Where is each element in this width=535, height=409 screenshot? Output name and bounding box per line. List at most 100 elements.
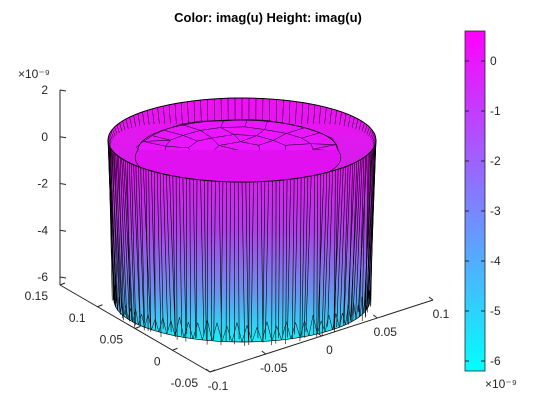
y-tick-label: 0.05 <box>100 333 124 347</box>
z-tick-label: -4 <box>37 223 48 237</box>
mesh-edge <box>324 314 333 332</box>
mesh-edge <box>123 159 133 321</box>
mesh-edge <box>116 124 120 133</box>
mesh-edge <box>258 140 274 146</box>
mesh-edge <box>333 168 342 329</box>
mesh-edge <box>332 313 340 330</box>
mesh-edge <box>206 180 209 345</box>
mesh-edge <box>182 135 198 142</box>
mesh-edge <box>264 120 268 130</box>
mesh-edge <box>256 129 265 136</box>
mesh-edge <box>288 100 291 125</box>
mesh-edge <box>172 175 176 337</box>
mesh-edge <box>200 179 205 336</box>
mesh-edge <box>223 119 248 122</box>
mesh-edge <box>244 126 265 130</box>
mesh-edge <box>282 179 284 337</box>
y-tick-label: 0 <box>154 354 161 368</box>
mesh-edge <box>202 319 213 341</box>
mesh-edge <box>166 174 172 333</box>
mesh-edge <box>117 297 121 314</box>
mesh-edge <box>220 181 224 346</box>
mesh-edge <box>351 117 355 128</box>
z-tick-mark <box>59 89 67 92</box>
mesh-edge <box>237 181 240 340</box>
mesh-edge <box>321 172 328 337</box>
mesh-edge <box>128 162 135 328</box>
mesh-edge <box>261 321 273 342</box>
mesh-edge <box>256 135 274 141</box>
mesh-edge <box>247 119 268 121</box>
x-tick-mark <box>261 350 267 355</box>
mesh-edge <box>108 144 113 301</box>
mesh-edge <box>138 313 145 328</box>
mesh-edge <box>146 110 150 125</box>
mesh-edge <box>248 181 250 345</box>
mesh-edge <box>180 123 201 131</box>
mesh-edge <box>318 105 322 124</box>
colorbar-tick-label: -6 <box>490 354 501 368</box>
mesh-edge <box>350 160 359 321</box>
mesh-edge <box>307 103 310 124</box>
mesh-edge <box>118 156 124 321</box>
mesh-edge <box>370 131 374 138</box>
mesh-edge <box>350 302 357 322</box>
mesh-edge <box>334 110 338 125</box>
mesh-edge <box>339 166 347 327</box>
mesh-edge <box>168 104 171 124</box>
mesh-edge <box>180 102 183 124</box>
mesh-edge <box>119 122 123 132</box>
mesh-edge <box>371 133 375 140</box>
mesh-edge <box>355 305 361 320</box>
mesh-edge <box>372 135 376 142</box>
mesh-edge <box>114 285 116 307</box>
mesh-edge <box>189 178 191 339</box>
mesh-edge <box>262 181 266 340</box>
mesh-edge <box>114 152 121 315</box>
mesh-edge <box>153 171 156 330</box>
mesh-edge <box>363 149 373 311</box>
mesh-edge <box>301 177 305 338</box>
mesh-edge <box>319 132 333 139</box>
x-tick-label: 0.1 <box>433 307 450 321</box>
mesh-edge <box>291 178 295 340</box>
mesh-edge <box>122 120 126 131</box>
x-tick-label: -0.05 <box>260 361 288 375</box>
mesh-edge <box>163 129 183 136</box>
mesh-edge <box>119 157 128 318</box>
mesh-edge <box>256 181 259 339</box>
mesh-edge <box>192 321 203 341</box>
rim-edge <box>107 97 377 183</box>
x-tick-label: -0.1 <box>208 379 229 393</box>
mesh-edge <box>169 175 176 334</box>
z-tick-mark <box>59 276 67 279</box>
mesh-edge <box>135 165 141 326</box>
y-tick-label: 0.1 <box>69 311 86 325</box>
mesh-edge <box>303 176 309 338</box>
mesh-edge <box>251 326 263 342</box>
mesh-edge <box>361 122 365 132</box>
z-tick-mark <box>59 136 67 139</box>
mesh-edge <box>143 135 153 142</box>
mesh-edge <box>109 133 113 140</box>
mesh-edge <box>162 173 169 331</box>
mesh-edge <box>152 108 155 125</box>
mesh-edge <box>294 178 298 335</box>
mesh-edge <box>182 177 187 342</box>
mesh-edge <box>110 148 117 308</box>
mesh-edge <box>234 134 257 136</box>
mesh-edge <box>265 181 269 340</box>
mesh-edge <box>136 141 144 148</box>
mesh-edge <box>367 143 376 299</box>
mesh-edge <box>137 166 145 331</box>
mesh-edge <box>285 143 311 146</box>
mesh-edge <box>313 144 336 150</box>
mesh-edge <box>355 118 359 129</box>
mesh-edge <box>131 163 136 326</box>
mesh-edge <box>299 177 302 341</box>
mesh-edge <box>336 167 344 328</box>
mesh-edge <box>107 137 112 144</box>
mesh-edge <box>159 173 164 329</box>
mesh-edge <box>372 137 377 144</box>
mesh-edge <box>316 320 326 335</box>
